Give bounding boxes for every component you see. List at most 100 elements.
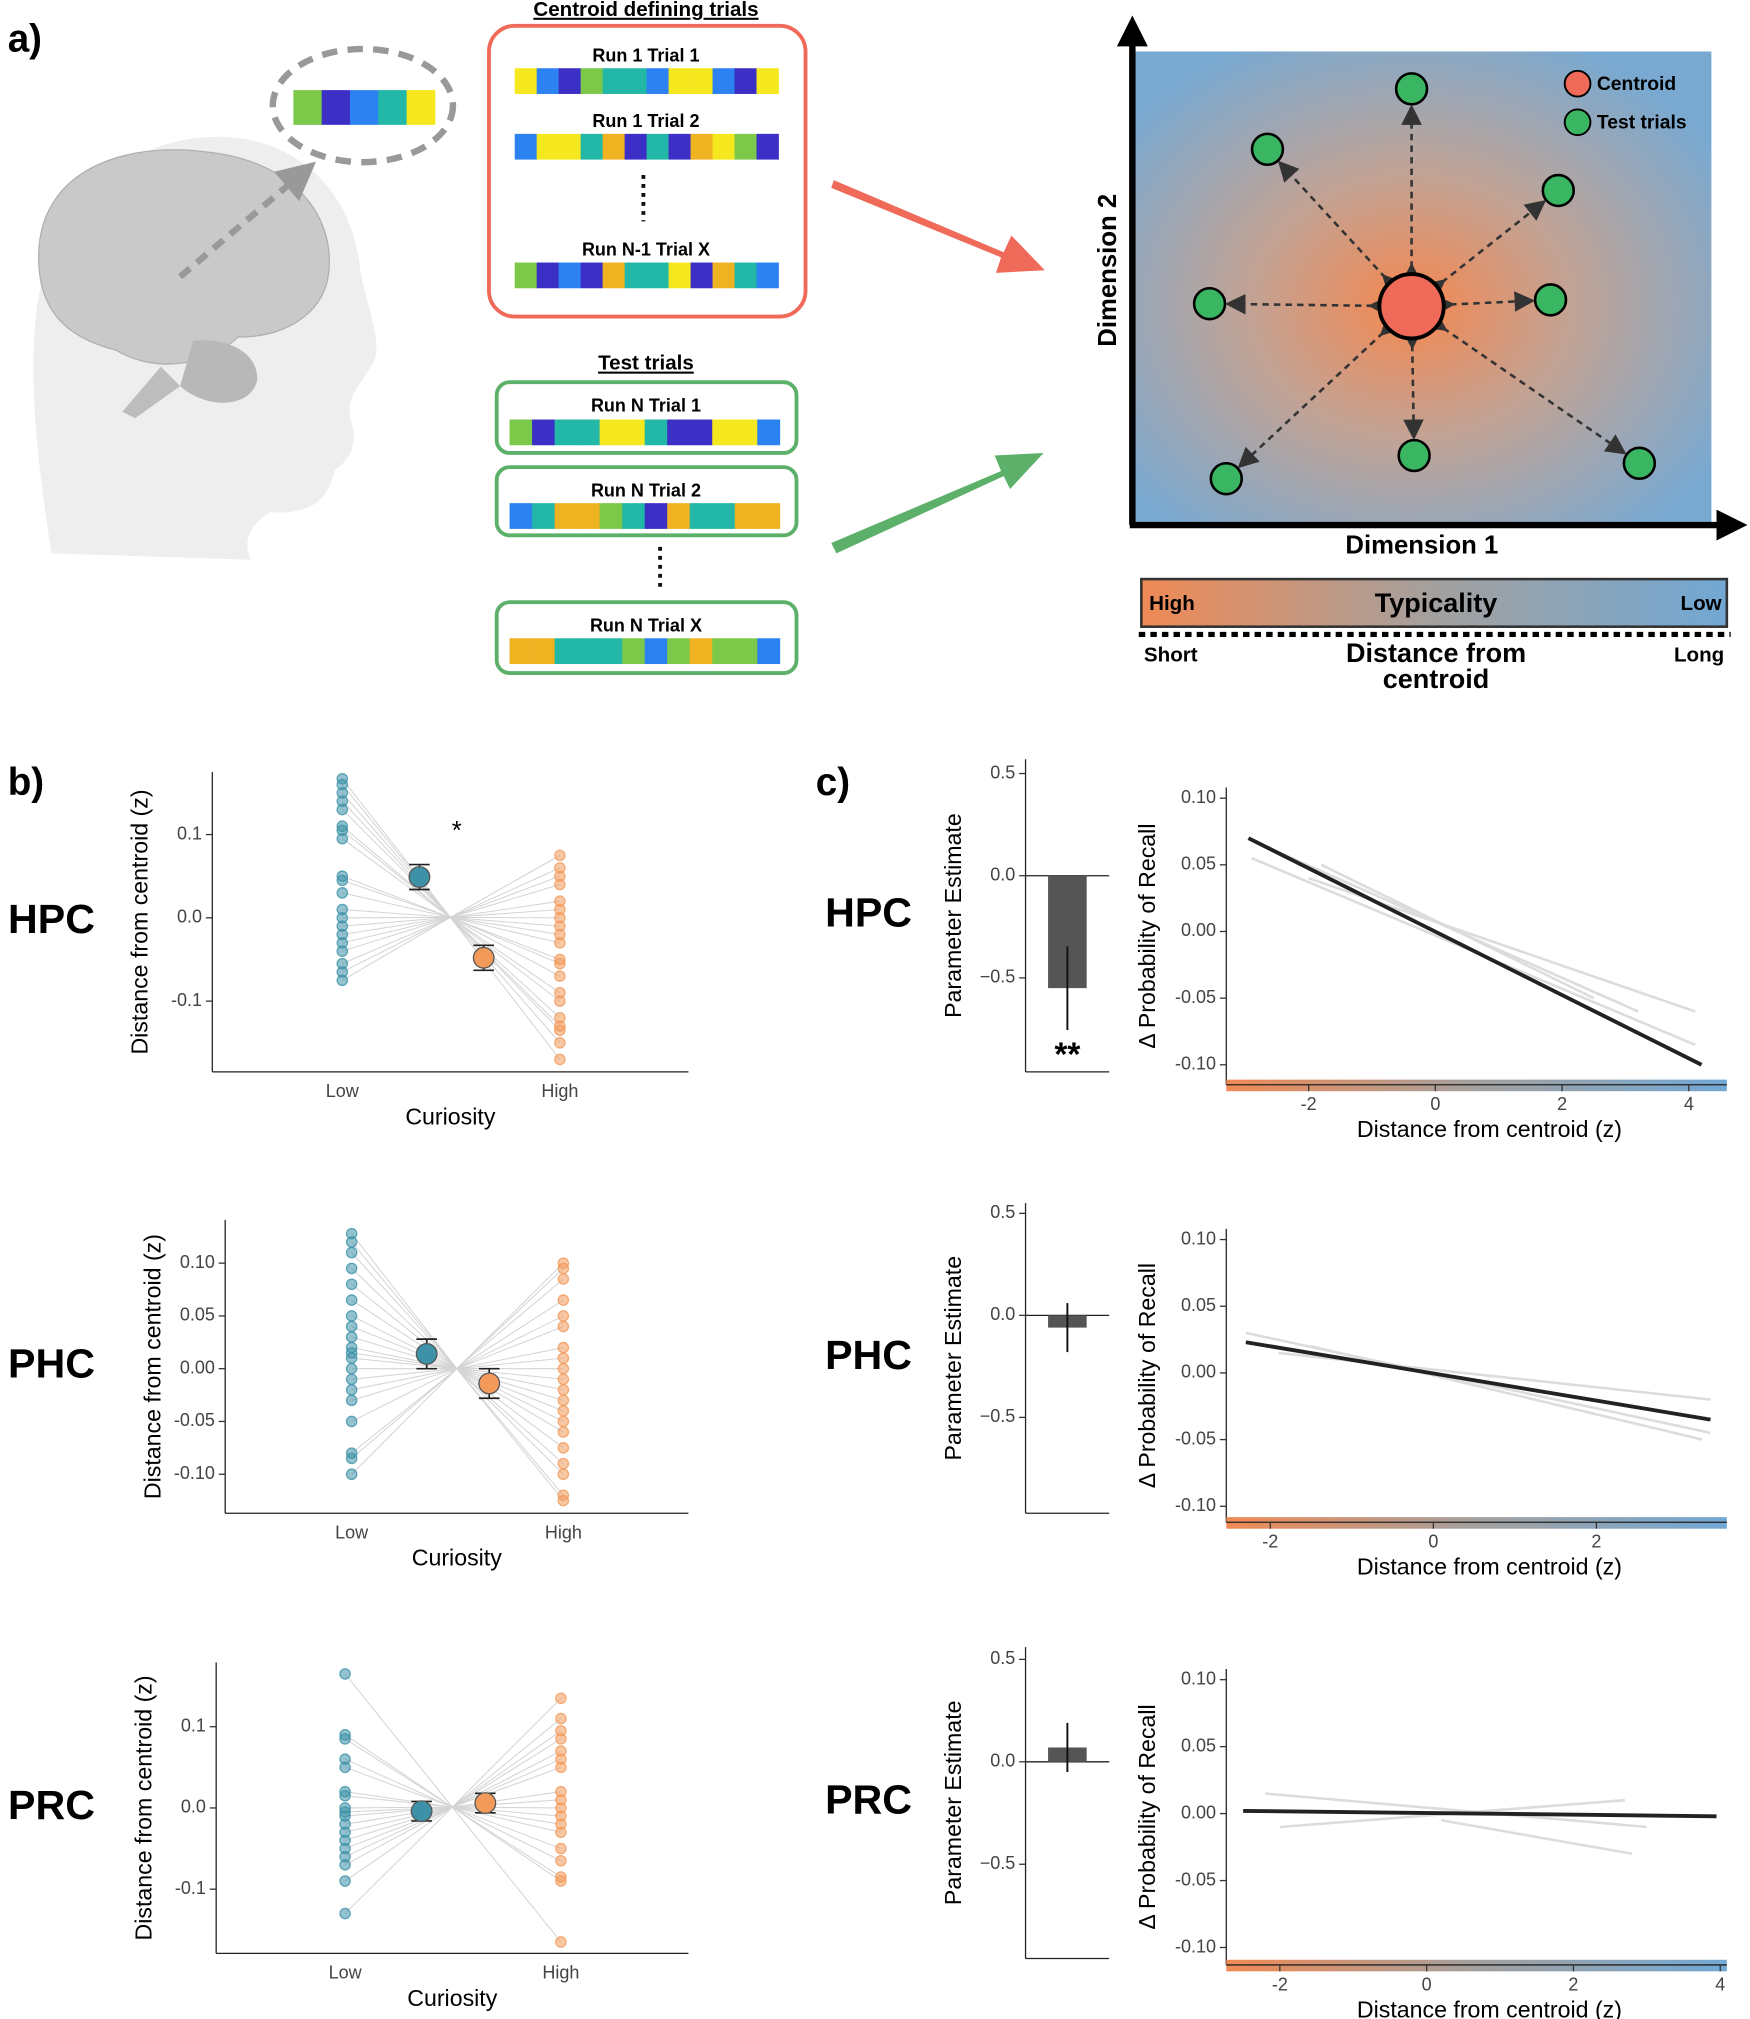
- y-axis-title: Parameter Estimate: [940, 813, 966, 1018]
- subject-point: [557, 1468, 570, 1481]
- y-tick-label: −0.5: [980, 1406, 1016, 1426]
- voxel: [599, 419, 623, 446]
- subject-point: [345, 1262, 358, 1275]
- legend-label: Test trials: [1597, 113, 1687, 134]
- subject-line: [342, 916, 561, 1002]
- region-label: PHC: [8, 1340, 95, 1386]
- voxel: [667, 503, 691, 529]
- voxel: [756, 133, 779, 160]
- voxel: [514, 133, 538, 160]
- voxel: [712, 503, 736, 529]
- subject-line: [351, 1252, 564, 1370]
- y-tick-label: -0.05: [174, 1410, 215, 1430]
- subject-line: [351, 1367, 564, 1475]
- y-tick-label: 0.00: [1181, 1802, 1216, 1822]
- subject-point: [345, 1310, 358, 1322]
- centroid: [1377, 272, 1446, 341]
- subject-point: [557, 1273, 570, 1285]
- subject-point: [554, 957, 566, 970]
- trial-label: Run N Trial 1: [591, 395, 701, 415]
- voxel: [532, 503, 555, 529]
- subject-point: [555, 1854, 567, 1867]
- region-label: PRC: [825, 1777, 912, 1823]
- subject-point: [554, 1053, 566, 1066]
- mean-point: [415, 1342, 438, 1365]
- subject-point: [554, 995, 566, 1007]
- y-tick-label: -0.1: [171, 990, 202, 1010]
- voxel: [599, 638, 623, 665]
- y-tick-label: 0.5: [990, 762, 1015, 782]
- distance-end: Short: [1144, 644, 1198, 667]
- subject-point: [339, 1761, 351, 1774]
- subject-point: [345, 1452, 358, 1465]
- distance-arrow: [1224, 293, 1389, 317]
- legend-label: Centroid: [1597, 74, 1676, 95]
- mean-point: [474, 1792, 497, 1815]
- voxel: [646, 133, 669, 160]
- voxel: [757, 419, 781, 446]
- voxel: [624, 262, 647, 289]
- charts: -0.1 0.0 0.1 Low High Curiosity Distance from …: [8, 759, 1727, 2019]
- subject-point: [555, 1712, 567, 1725]
- voxel: [509, 419, 533, 446]
- voxel: [580, 68, 604, 94]
- pattern-strips: [293, 68, 781, 665]
- voxel: [554, 503, 578, 529]
- voxel: [646, 68, 669, 94]
- y-axis-title: Distance from centroid (z): [131, 1675, 157, 1940]
- distance-arrow: [1424, 310, 1627, 455]
- voxel: [689, 638, 713, 665]
- x-tick-label: -2: [1262, 1532, 1278, 1552]
- brainstem: [122, 366, 181, 419]
- significance: **: [1054, 1036, 1080, 1073]
- subject-point: [345, 1468, 358, 1481]
- test-trial: [1394, 72, 1429, 106]
- y-tick-label: 0.5: [990, 1202, 1015, 1222]
- voxel: [712, 262, 735, 289]
- test-trial: [1397, 438, 1431, 473]
- subject-point: [339, 1907, 351, 1920]
- voxel: [580, 262, 604, 289]
- subject-point: [557, 1494, 570, 1507]
- y-axis-title: Distance from centroid (z): [140, 1234, 166, 1499]
- subject-line: [345, 1806, 561, 1825]
- trial-label: Run 1 Trial 2: [592, 111, 699, 131]
- typicality-label: Typicality: [1375, 588, 1498, 618]
- voxel: [514, 262, 538, 289]
- subject-point: [557, 1262, 570, 1275]
- fit-line: [1245, 1340, 1711, 1422]
- subject-point: [557, 1362, 570, 1375]
- subject-point: [345, 1278, 358, 1291]
- subject-point: [555, 1936, 567, 1948]
- region-label: HPC: [8, 896, 95, 942]
- axis-title: Dimension 2: [1094, 194, 1122, 347]
- test-box: [494, 380, 799, 455]
- mean-point: [472, 946, 495, 969]
- region-label: PHC: [825, 1332, 912, 1378]
- voxel: [690, 262, 713, 289]
- subject-point: [557, 1442, 570, 1454]
- subject-point: [557, 1294, 570, 1306]
- panel-a: a) Centroid defining trials Run 1 Trial …: [8, 0, 1748, 694]
- typicality-end: Low: [1681, 592, 1723, 615]
- test-trial: [1622, 446, 1657, 480]
- x-tick-label: Low: [335, 1523, 369, 1543]
- y-tick-label: 0.0: [990, 864, 1015, 884]
- y-tick-label: -0.10: [1175, 1495, 1216, 1515]
- y-axis-title: Δ Probability of Recall: [1134, 1704, 1160, 1929]
- distance-label: Distance from: [1346, 638, 1526, 668]
- x-tick-label: -2: [1301, 1094, 1317, 1114]
- y-tick-label: -0.10: [174, 1463, 215, 1483]
- x-axis-title: Curiosity: [412, 1545, 502, 1571]
- voxel: [689, 503, 713, 529]
- subject-point: [554, 970, 566, 982]
- voxel: [622, 419, 646, 446]
- subject-point: [339, 1875, 351, 1887]
- test-box: [494, 600, 799, 675]
- typicality-end: High: [1149, 592, 1195, 615]
- subject-point: [345, 1320, 358, 1333]
- voxel: [624, 68, 647, 94]
- zoom-ellipse: [269, 45, 457, 166]
- voxel: [532, 638, 555, 665]
- x-tick-label: High: [545, 1523, 582, 1543]
